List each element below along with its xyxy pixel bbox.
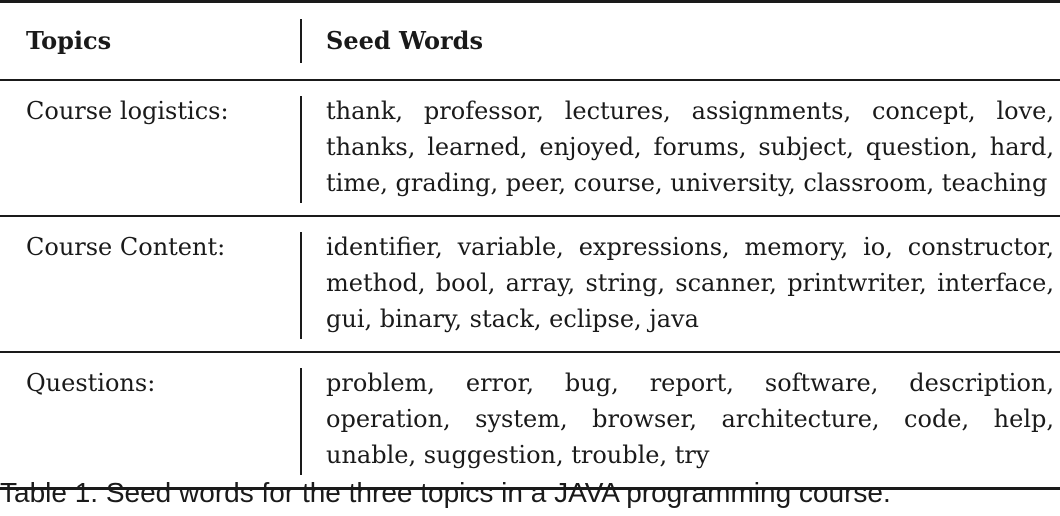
header-topics: Topics bbox=[26, 25, 112, 55]
seed-words-text: problem, error, bug, report, software, d… bbox=[326, 368, 1054, 469]
table-row: Course logistics: thank, professor, lect… bbox=[0, 80, 1060, 216]
table-header: Topics Seed Words bbox=[0, 1, 1060, 80]
seed-words-cell: problem, error, bug, report, software, d… bbox=[300, 352, 1060, 489]
seed-words-table: Topics Seed Words Course logistics: than… bbox=[0, 1, 1060, 489]
topic-cell: Questions: bbox=[26, 368, 156, 397]
table-body: Course logistics: thank, professor, lect… bbox=[0, 80, 1060, 489]
seed-words-text: thank, professor, lectures, assignments,… bbox=[326, 96, 1054, 197]
topic-cell: Course logistics: bbox=[26, 96, 229, 125]
seed-words-cell: identifier, variable, expressions, memor… bbox=[300, 216, 1060, 352]
topic-cell: Course Content: bbox=[26, 232, 226, 261]
table-caption: Table 1. Seed words for the three topics… bbox=[0, 477, 891, 508]
seed-words-cell: thank, professor, lectures, assignments,… bbox=[300, 80, 1060, 216]
seed-words-table-container: Topics Seed Words Course logistics: than… bbox=[0, 1, 1060, 489]
header-row: Topics Seed Words bbox=[0, 1, 1060, 80]
header-seed-words: Seed Words bbox=[300, 2, 1060, 80]
seed-words-text: identifier, variable, expressions, memor… bbox=[326, 232, 1054, 333]
table-row: Questions: problem, error, bug, report, … bbox=[0, 352, 1060, 489]
table-row: Course Content: identifier, variable, ex… bbox=[0, 216, 1060, 352]
